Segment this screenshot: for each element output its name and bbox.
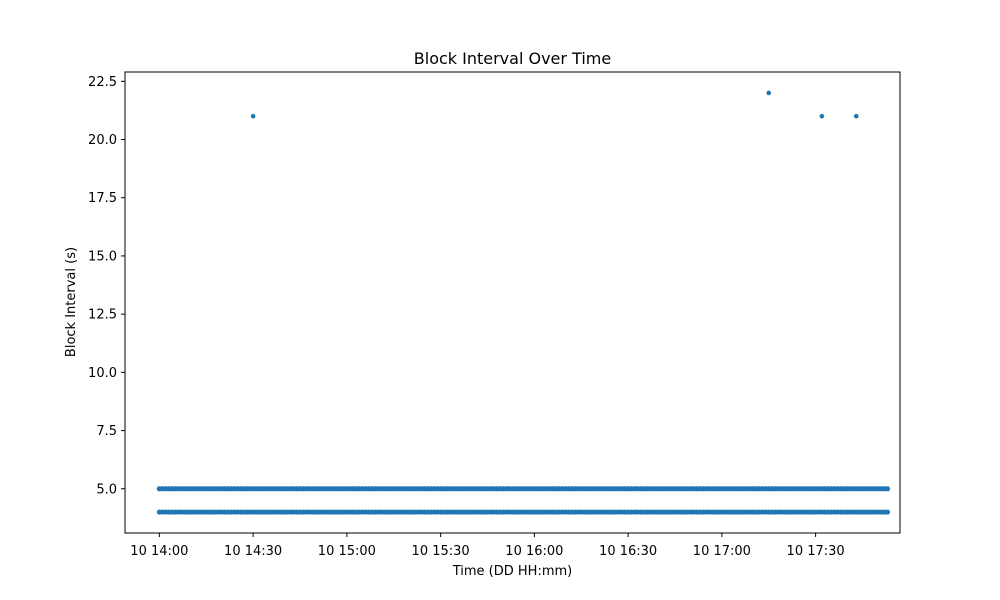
axes-frame (124, 71, 901, 534)
x-tick-label: 10 16:30 (599, 544, 657, 559)
y-tick-label: 5.0 (96, 482, 117, 497)
x-axis-label: Time (DD HH:mm) (452, 564, 573, 579)
dense-series-5 (156, 486, 891, 492)
y-tick-label: 17.5 (88, 191, 117, 206)
y-tick-label: 12.5 (88, 308, 117, 323)
dense-series-4 (156, 509, 891, 515)
x-tick-label: 10 16:00 (505, 544, 563, 559)
x-tick-label: 10 17:00 (693, 544, 751, 559)
plot-area: 5.0 7.5 10.0 12.5 15.0 17.5 20.0 22.5 10 14:00 10… (88, 71, 901, 559)
x-tick-label: 10 14:30 (224, 544, 282, 559)
data-point (853, 113, 859, 119)
x-tick-label: 10 14:00 (130, 544, 188, 559)
y-tick-label: 22.5 (88, 75, 117, 90)
x-tick-label: 10 15:00 (318, 544, 376, 559)
y-tick-label: 15.0 (88, 249, 117, 264)
y-tick-label: 7.5 (96, 424, 117, 439)
data-point (884, 486, 891, 492)
data-point (884, 509, 891, 515)
y-tick-label: 20.0 (88, 133, 117, 148)
x-tick-label: 10 17:30 (787, 544, 845, 559)
x-tick-label: 10 15:30 (412, 544, 470, 559)
y-axis-label: Block Interval (s) (64, 247, 79, 357)
data-point (819, 113, 825, 119)
data-point (250, 113, 256, 119)
data-point (766, 90, 772, 96)
chart-title: Block Interval Over Time (414, 49, 611, 68)
y-tick-label: 10.0 (88, 366, 117, 381)
